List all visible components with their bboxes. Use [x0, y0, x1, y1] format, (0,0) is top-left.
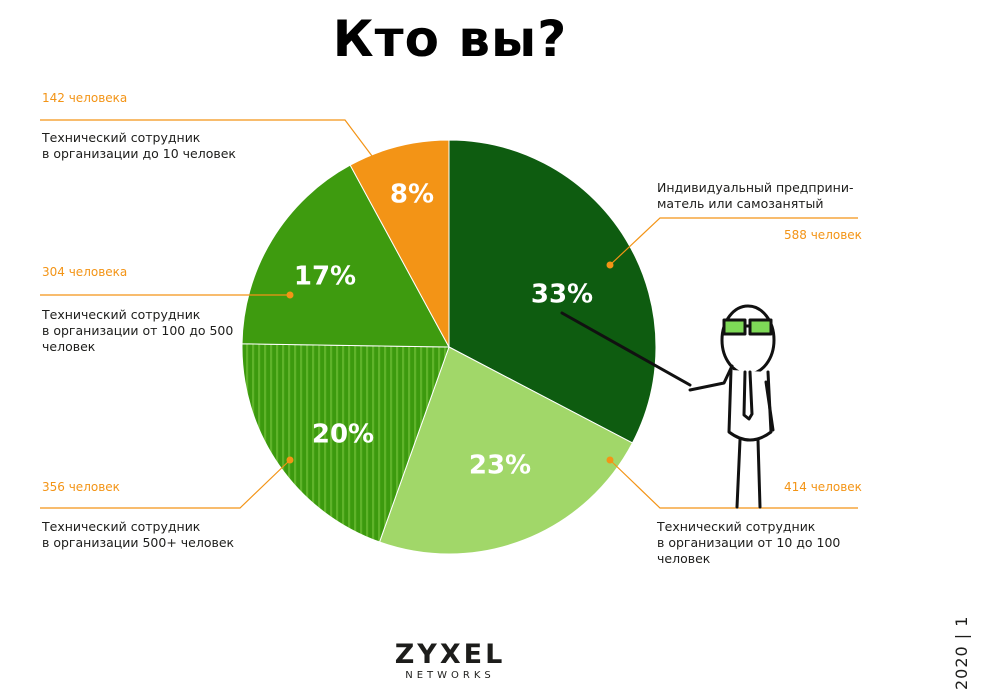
slice-percent-label: 33% [531, 280, 593, 310]
slice-category-line: Технический сотрудник [42, 307, 201, 322]
leader-dot [606, 456, 614, 464]
slice-category-line: Технический сотрудник [657, 519, 816, 534]
slice-count-label: 414 человек [784, 480, 862, 494]
slice-count-label: 356 человек [42, 480, 120, 494]
slice-category-line: Технический сотрудник [42, 130, 201, 145]
slice-category-line: матель или самозанятый [657, 196, 824, 211]
slice-category-label: Технический сотрудник в организации от 10… [42, 307, 233, 355]
presenter-figure-illustration [560, 304, 776, 509]
leader-dot [286, 456, 294, 464]
slice-percent-label: 17% [294, 262, 356, 292]
slice-category-label: Технический сотрудник в организации от 10… [657, 519, 840, 567]
slice-category-line: в организации от 100 до 500 [42, 323, 234, 338]
slice-category-line: Технический сотрудник [42, 519, 201, 534]
logo-sub: NETWORKS [405, 670, 495, 681]
leader-dot [606, 261, 614, 269]
year-page-mark: 2020 | 1 [952, 615, 971, 690]
slice-count-label: 588 человек [784, 228, 862, 242]
slice-count-label: 304 человека [42, 265, 128, 279]
slice-category-line: человек [657, 551, 711, 566]
slice-category-line: человек [42, 339, 96, 354]
leader-dot [286, 291, 294, 299]
pie-slice [241, 343, 450, 543]
pie-slice [349, 139, 450, 348]
slice-category-line: в организации от 10 до 100 [657, 535, 841, 550]
leader-line [40, 459, 291, 509]
slice-category-line: Индивидуальный предприни- [657, 180, 854, 195]
leader-dot [374, 160, 382, 168]
slice-count-label: 142 человека [42, 91, 128, 105]
slice-percent-label: 8% [390, 180, 434, 210]
leader-line [609, 217, 858, 266]
logo-word: ZYXEL [394, 639, 506, 670]
slice-category-label: Технический сотрудник в организации до 10… [42, 130, 236, 162]
slice-category-line: в организации 500+ человек [42, 535, 235, 550]
zyxel-logo: ZYXEL NETWORKS [390, 639, 510, 682]
pointer-stick [560, 311, 692, 387]
slice-category-label: Индивидуальный предприни-матель или само… [657, 180, 853, 212]
page-title: Кто вы? [332, 10, 568, 68]
pie-slice [378, 346, 634, 555]
leader-line [40, 119, 379, 165]
slice-percent-label: 23% [469, 451, 531, 481]
leader-line [609, 459, 858, 509]
slice-percent-label: 20% [312, 420, 374, 450]
slice-category-label: Технический сотрудник в организации 500+ … [42, 519, 234, 551]
pie-slice [241, 164, 450, 348]
slice-category-line: в организации до 10 человек [42, 146, 236, 161]
pie-slice [448, 139, 657, 444]
